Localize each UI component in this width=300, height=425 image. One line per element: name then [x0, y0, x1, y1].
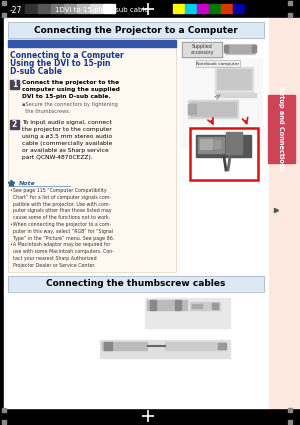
Bar [183, 43, 221, 56]
Bar [145, 298, 230, 328]
Bar [77, 4, 89, 13]
Text: D-sub Cable: D-sub Cable [10, 67, 62, 76]
Bar [102, 342, 147, 350]
Text: Note: Note [19, 181, 36, 185]
Bar [165, 342, 225, 350]
Text: Setup and Connections: Setup and Connections [278, 86, 284, 172]
Bar [8, 40, 176, 272]
Bar [8, 40, 176, 272]
Bar [64, 4, 76, 13]
Bar [190, 302, 220, 310]
Bar [268, 95, 295, 163]
Text: Connecting the Projector to a Computer: Connecting the Projector to a Computer [34, 26, 238, 34]
Bar [147, 300, 187, 310]
Bar [8, 40, 176, 47]
Bar [190, 128, 258, 180]
Text: 1DVI to 15-pin D-sub cable: 1DVI to 15-pin D-sub cable [55, 7, 148, 13]
Bar [252, 45, 256, 52]
Bar [216, 93, 256, 97]
Bar [196, 60, 240, 67]
Bar [175, 300, 181, 310]
Bar [218, 343, 226, 349]
Bar [190, 102, 236, 116]
Bar [90, 4, 102, 13]
Text: Connect the projector to the
computer using the supplied
DVI to 15-pin D-sub cab: Connect the projector to the computer us… [22, 80, 120, 99]
Bar [10, 80, 19, 89]
Bar [226, 45, 254, 53]
Text: -27: -27 [10, 6, 22, 14]
Bar [209, 4, 220, 13]
Bar [8, 276, 264, 292]
Bar [197, 4, 208, 13]
Bar [221, 4, 232, 13]
Bar [226, 132, 242, 154]
Bar [245, 4, 256, 13]
Bar [192, 304, 202, 308]
Bar [198, 137, 224, 153]
Text: 2: 2 [12, 120, 17, 129]
Bar [188, 104, 196, 114]
Bar [103, 4, 115, 13]
Bar [196, 60, 240, 67]
Bar [180, 58, 262, 148]
Bar [51, 4, 63, 13]
Bar [0, 408, 300, 425]
Text: Using the DVI to 15-pin: Using the DVI to 15-pin [10, 59, 110, 68]
Bar [200, 139, 212, 149]
Text: Connecting to a Computer: Connecting to a Computer [10, 51, 124, 60]
Bar [182, 42, 222, 57]
Bar [225, 44, 255, 54]
Bar [0, 0, 300, 18]
Bar [8, 22, 264, 38]
Bar [214, 140, 220, 148]
Bar [196, 135, 251, 157]
Text: To input audio signal, connect
the projector to the computer
using a ø3.5 mm ste: To input audio signal, connect the proje… [22, 120, 112, 160]
Bar [38, 4, 50, 13]
Bar [188, 100, 238, 118]
Bar [8, 22, 264, 38]
Bar [212, 303, 218, 309]
Bar [185, 4, 196, 13]
Text: Notebook computer: Notebook computer [196, 62, 240, 65]
Bar [25, 4, 37, 13]
Bar [215, 67, 253, 93]
Bar [224, 45, 228, 52]
Bar [8, 276, 264, 292]
Bar [100, 340, 230, 358]
Bar [190, 128, 258, 180]
Bar [150, 300, 156, 310]
Text: ▪Secure the connectors by tightening
  the thumbscrews.: ▪Secure the connectors by tightening the… [22, 102, 118, 113]
Bar [233, 4, 244, 13]
Text: 1: 1 [12, 80, 17, 89]
Bar [173, 4, 184, 13]
Bar [10, 120, 19, 129]
Bar [268, 18, 300, 408]
Bar [104, 342, 112, 350]
Text: Supplied
accessory: Supplied accessory [190, 44, 214, 55]
Text: Connecting the thumbscrew cables: Connecting the thumbscrew cables [46, 280, 226, 289]
Bar [4, 18, 268, 408]
Bar [12, 4, 24, 13]
Bar [217, 69, 251, 89]
Bar [8, 292, 264, 404]
Text: •See page 115 “Computer Compatibility
  Chart” for a list of computer signals co: •See page 115 “Computer Compatibility Ch… [10, 188, 114, 268]
